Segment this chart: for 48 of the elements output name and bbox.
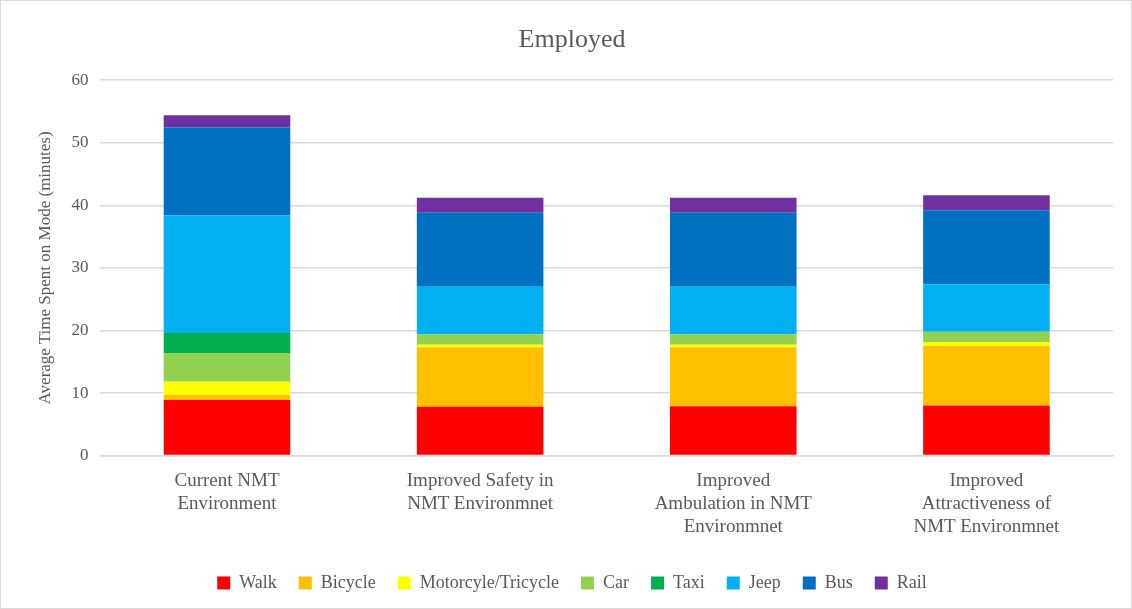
y-tick-label: 20 <box>71 319 89 339</box>
legend-label: Motorcyle/Tricycle <box>419 571 560 592</box>
bar <box>669 406 797 455</box>
bar <box>416 212 544 287</box>
bar <box>923 195 1050 211</box>
x-tick-label: Improved Ambulation in NMT Environmnet <box>654 468 813 536</box>
bar <box>416 197 544 213</box>
bar <box>923 284 1050 332</box>
bar <box>923 342 1050 347</box>
bar <box>163 127 291 216</box>
bar <box>923 331 1050 343</box>
y-tick-label: 50 <box>71 132 89 152</box>
y-axis-title: Average Time Spent on Mode (minutes) <box>34 131 54 405</box>
bar <box>669 212 797 287</box>
bar <box>416 334 544 345</box>
bar <box>163 394 291 400</box>
bar <box>416 347 544 407</box>
bar <box>669 197 797 213</box>
bar <box>416 406 544 455</box>
bar <box>923 346 1050 406</box>
legend-label: Rail <box>896 571 927 592</box>
bar <box>163 215 291 333</box>
x-tick-label: Improved Safety in NMT Environmnet <box>406 468 554 513</box>
y-tick-label: 0 <box>79 445 89 465</box>
y-tick-label: 30 <box>71 257 89 277</box>
bar <box>163 352 291 382</box>
bar <box>923 210 1050 285</box>
bar <box>669 334 797 345</box>
bar <box>669 347 797 407</box>
legend-label: Bicycle <box>320 571 376 592</box>
legend-label: Jeep <box>748 571 781 592</box>
y-tick-label: 60 <box>71 69 89 89</box>
y-tick-label: 10 <box>71 382 89 402</box>
bar <box>163 399 291 455</box>
bar <box>923 405 1050 455</box>
bar <box>669 286 797 335</box>
legend-label: Bus <box>824 571 853 592</box>
bar <box>163 332 291 353</box>
legend-label: Walk <box>239 571 277 592</box>
legend-label: Taxi <box>673 571 705 592</box>
x-tick-label: Improved Attractiveness of NMT Environmnet <box>913 468 1061 536</box>
bar <box>416 286 544 335</box>
bar <box>163 115 291 128</box>
y-tick-label: 40 <box>71 194 89 214</box>
legend-label: Car <box>603 571 630 592</box>
chart-title: Employed <box>518 24 626 54</box>
bar <box>163 381 291 395</box>
x-tick-label: Current NMT Environment <box>174 468 280 513</box>
